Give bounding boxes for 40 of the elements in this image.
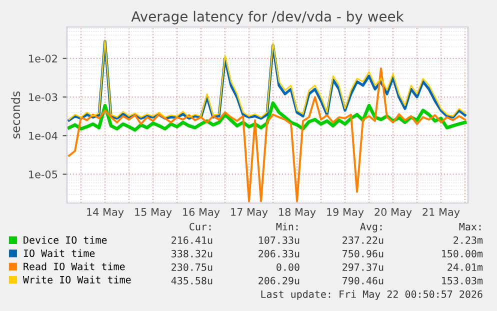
- x-tick-label: 18 May: [279, 208, 316, 218]
- chart-title: Average latency for /dev/vda - by week: [131, 10, 404, 24]
- x-tick-label: 19 May: [327, 208, 364, 218]
- y-tick-label: 1e-04: [29, 132, 58, 140]
- legend-label: Read IO Wait time: [24, 262, 125, 270]
- text: 153.03m: [442, 276, 483, 284]
- text: 0.00: [276, 263, 300, 271]
- line-series: [68, 67, 466, 202]
- legend-label: Write IO Wait time: [22, 276, 131, 284]
- y-tick-label: 1e-05: [29, 170, 58, 178]
- legend-label: Device IO time: [24, 236, 107, 244]
- y-tick-label: 1e-03: [29, 93, 58, 102]
- x-tick-label: 14 May: [87, 208, 124, 218]
- text: 24.01m: [448, 263, 483, 271]
- x-tick-label: 21 May: [422, 208, 460, 218]
- text: 338.32u: [172, 250, 212, 258]
- y-tick-label: 1e-02: [29, 54, 57, 62]
- text: 2.23m: [454, 236, 483, 244]
- x-tick-label: 20 May: [374, 208, 412, 218]
- text: 206.29u: [258, 276, 300, 284]
- text: 435.58u: [171, 276, 212, 284]
- text: 150.00m: [442, 250, 483, 258]
- text: Last update: Fri May 22 00:50:57 2026: [261, 290, 482, 300]
- text: 237.22u: [342, 236, 384, 244]
- text: 230.75u: [172, 263, 212, 271]
- text: 216.41u: [172, 236, 212, 244]
- legend-label: IO Wait time: [24, 249, 95, 258]
- x-tick-label: 15 May: [135, 208, 172, 218]
- text: Avg:: [360, 222, 382, 232]
- text: Min:: [276, 222, 298, 230]
- text: 206.33u: [258, 250, 300, 258]
- text: 790.46u: [342, 276, 384, 284]
- text: 297.37u: [342, 263, 384, 271]
- x-tick-label: 16 May: [183, 208, 220, 218]
- y-axis-title: seconds: [10, 91, 20, 138]
- text: 107.33u: [259, 236, 300, 244]
- x-tick-label: 17 May: [231, 208, 268, 218]
- text: Cur:: [190, 222, 211, 230]
- text: Max:: [459, 222, 481, 230]
- text: 750.96u: [342, 250, 384, 258]
